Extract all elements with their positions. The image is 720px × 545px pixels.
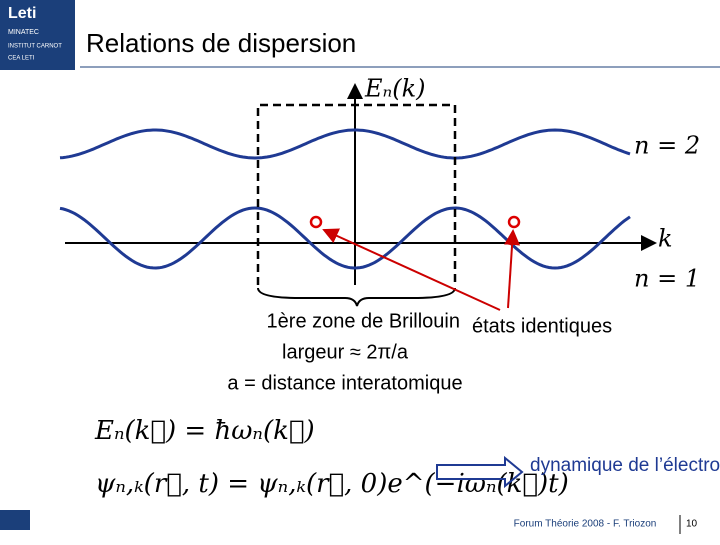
band-n1 <box>59 206 631 270</box>
state-marker <box>309 215 323 229</box>
equation: ψₙ,ₖ(r⃗, t) = ψₙ,ₖ(r⃗, 0)e^(−iωₙ(k⃗)t) <box>95 469 569 499</box>
n2-label: n = 2 <box>634 132 700 160</box>
page-number: 10 <box>686 519 698 530</box>
logo-name: Leti <box>8 5 36 22</box>
logo-institut: INSTITUT CARNOT <box>8 44 62 50</box>
footer-text: Forum Théorie 2008 - F. Triozon <box>514 519 657 530</box>
width-label: largeur ≈ 2π/a <box>282 341 409 363</box>
cea-logo <box>0 510 30 530</box>
band-n2 <box>59 128 631 160</box>
arrow <box>322 228 501 311</box>
k-label: k <box>658 225 673 253</box>
energy-label: Eₙ(k) <box>364 75 426 103</box>
a-label: a = distance interatomique <box>227 372 462 394</box>
arrow-outline <box>436 455 524 489</box>
title: Relations de dispersion <box>86 28 356 58</box>
state-marker <box>507 215 521 229</box>
zone-label: 1ère zone de Brillouin <box>267 310 460 332</box>
states-label: états identiques <box>472 315 612 337</box>
dynamics: dynamique de l’électron <box>530 455 720 476</box>
zone-box <box>256 103 457 285</box>
logo-sub: MINATEC <box>8 29 39 36</box>
brace <box>257 287 456 307</box>
logo <box>0 0 75 70</box>
logo-lab: CEA LETI <box>8 56 35 62</box>
equation: Eₙ(k⃗) = ħωₙ(k⃗) <box>94 416 315 446</box>
n1-label: n = 1 <box>634 265 700 293</box>
arrow <box>504 229 521 309</box>
